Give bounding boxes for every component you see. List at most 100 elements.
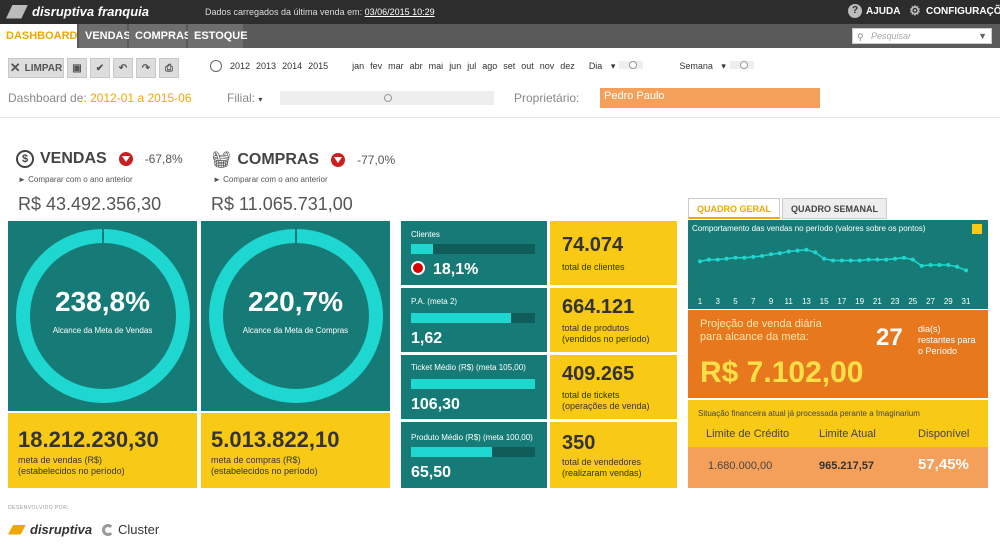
sales-point[interactable] (795, 248, 800, 253)
confirm-button[interactable]: ✔ (90, 58, 110, 78)
month-abr[interactable]: abr (409, 61, 423, 71)
year-2014[interactable]: 2014 (282, 61, 303, 71)
purchases-goal-card[interactable]: 220,7% Alcance da Meta de Compras (201, 221, 390, 411)
x-tick-label: 21 (873, 297, 882, 306)
sales-point[interactable] (866, 257, 871, 262)
week-select[interactable]: Semana ▾ (679, 60, 760, 72)
print-icon: ⎙ (165, 62, 173, 74)
finance-current-value: 965.217,57 (819, 460, 875, 472)
month-jun[interactable]: jun (449, 61, 462, 71)
sales-point[interactable] (768, 252, 773, 257)
help-button[interactable]: ? AJUDA (848, 4, 900, 18)
year-2013[interactable]: 2013 (256, 61, 277, 71)
sales-point[interactable] (777, 251, 782, 256)
month-out[interactable]: out (521, 61, 534, 71)
tab-dashboard[interactable]: DASHBOARD (0, 24, 78, 48)
sales-point[interactable] (831, 258, 835, 263)
sales-point[interactable] (946, 263, 951, 267)
tab-vendas[interactable]: VENDAS (79, 24, 131, 48)
kpi-pa[interactable]: P.A. (meta 2) 1,62 (401, 288, 547, 352)
tab-general[interactable]: QUADRO GERAL (688, 198, 780, 219)
owner-field[interactable]: Pedro Paulo (600, 88, 820, 108)
sales-point[interactable] (964, 268, 968, 273)
tab-compras[interactable]: COMPRAS (129, 24, 191, 48)
sales-goal-donut (16, 229, 190, 403)
sales-point[interactable] (848, 258, 853, 263)
brand-logo[interactable]: disruptiva franquia (6, 4, 149, 19)
search-input[interactable]: ⚲ Pesquisar ▼ (852, 28, 992, 44)
week-slider[interactable] (729, 60, 754, 69)
filial-label: Filial: (227, 91, 256, 105)
clear-button[interactable]: ✕ LIMPAR (8, 58, 64, 78)
kpi-product[interactable]: Produto Médio (R$) (meta 100,00) 65,50 (401, 422, 547, 488)
sales-point[interactable] (724, 256, 729, 261)
disruptiva-logo[interactable]: disruptiva (8, 522, 92, 537)
filial-slider[interactable] (280, 91, 494, 105)
sales-point[interactable] (901, 255, 906, 260)
month-jul[interactable]: jul (467, 61, 477, 71)
lock-button[interactable]: ▣ (67, 58, 87, 78)
sales-point[interactable] (822, 256, 827, 261)
sales-point[interactable] (786, 249, 791, 254)
day-select[interactable]: Dia ▾ (589, 60, 650, 72)
sales-point[interactable] (893, 256, 898, 261)
sales-point[interactable] (706, 257, 711, 262)
days-label: dia(s) restantes para o Período (918, 324, 976, 357)
nav-bar: DASHBOARD VENDAS COMPRAS ESTOQUE ⚲ Pesqu… (0, 24, 1000, 48)
sales-point[interactable] (813, 250, 818, 255)
sales-goal-pct: 238,8% (55, 286, 150, 317)
kpi-bar (411, 244, 535, 254)
dashboard-label: Dashboard de: (8, 91, 87, 105)
year-2015[interactable]: 2015 (308, 61, 329, 71)
sales-goal-card[interactable]: 238,8% Alcance da Meta de Vendas (8, 221, 197, 411)
sales-point[interactable] (760, 254, 765, 258)
month-mar[interactable]: mar (388, 61, 404, 71)
redo-button[interactable]: ↷ (136, 58, 156, 78)
sales-point[interactable] (875, 257, 880, 262)
sales-point[interactable] (928, 263, 933, 267)
x-tick-label: 15 (820, 297, 829, 306)
year-2012[interactable]: 2012 (230, 61, 251, 71)
sales-point[interactable] (715, 257, 720, 262)
tab-weekly[interactable]: QUADRO SEMANAL (782, 198, 887, 219)
day-slider[interactable] (619, 60, 644, 69)
sales-point[interactable] (751, 254, 756, 259)
sales-compare-link[interactable]: ► Comparar com o ano anterior (18, 175, 133, 184)
sales-point[interactable] (910, 257, 915, 262)
sales-point[interactable] (804, 247, 809, 252)
purchases-compare-link[interactable]: ► Comparar com o ano anterior (213, 175, 328, 184)
month-jan[interactable]: jan (352, 61, 365, 71)
month-ago[interactable]: ago (482, 61, 498, 71)
month-set[interactable]: set (503, 61, 516, 71)
month-nov[interactable]: nov (539, 61, 555, 71)
sales-point[interactable] (733, 255, 738, 260)
sales-point[interactable] (884, 257, 889, 262)
chart-icon[interactable] (972, 224, 982, 234)
kpi-desc-1: total de tickets (562, 390, 620, 400)
settings-button[interactable]: ⚙ CONFIGURAÇÕES (908, 4, 1000, 18)
undo-button[interactable]: ↶ (113, 58, 133, 78)
kpi-clients[interactable]: Clientes 18,1% (401, 221, 547, 285)
month-mai[interactable]: mai (428, 61, 444, 71)
month-dez[interactable]: dez (560, 61, 575, 71)
sales-point[interactable] (937, 263, 942, 267)
last-load-date[interactable]: 03/06/2015 10:29 (364, 7, 435, 17)
kpi-clients-total: 74.074 total de clientes (550, 221, 677, 285)
cluster-logo[interactable]: Cluster (102, 522, 159, 537)
sales-point[interactable] (742, 255, 747, 260)
month-fev[interactable]: fev (370, 61, 383, 71)
disruptiva-logo-text: disruptiva (30, 522, 93, 537)
finance-header-available: Disponível (918, 428, 970, 440)
x-tick-label: 1 (698, 297, 703, 306)
tab-estoque[interactable]: ESTOQUE (188, 24, 248, 48)
sales-chart: Comportamento das vendas no período (val… (688, 220, 988, 309)
chevron-down-icon[interactable]: ▾ (258, 95, 263, 104)
sales-point[interactable] (919, 263, 924, 268)
kpi-ticket[interactable]: Ticket Médio (R$) (meta 105,00) 106,30 (401, 355, 547, 419)
sales-point[interactable] (698, 259, 702, 264)
print-button[interactable]: ⎙ (159, 58, 179, 78)
sales-goal-box: 18.212.230,30 meta de vendas (R$) (estab… (8, 413, 197, 488)
sales-point[interactable] (857, 258, 862, 263)
sales-point[interactable] (839, 258, 844, 263)
sales-point[interactable] (955, 264, 960, 269)
